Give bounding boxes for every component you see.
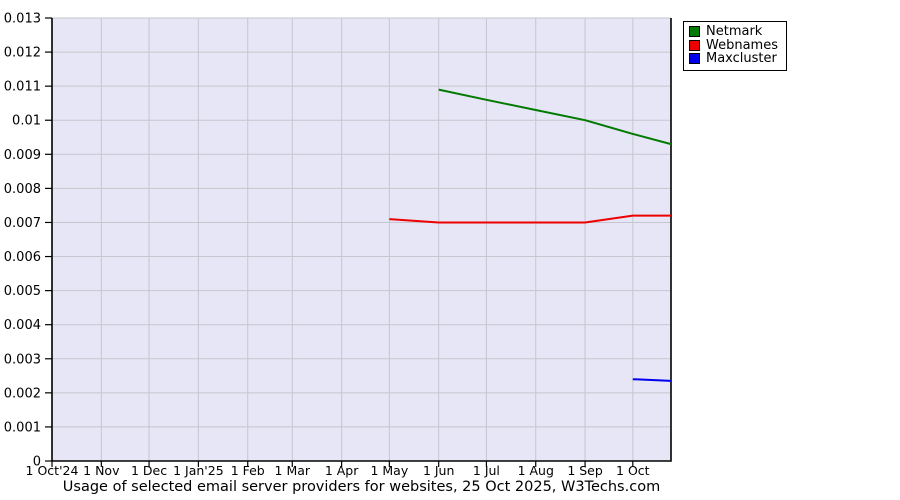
y-tick-label: 0.012 xyxy=(4,46,41,61)
maxcluster-swatch-icon xyxy=(689,53,700,65)
x-tick-label: 1 Nov xyxy=(83,463,120,478)
plot-area xyxy=(52,18,671,461)
y-tick-label: 0.005 xyxy=(4,284,41,299)
y-tick-label: 0.013 xyxy=(4,12,41,27)
y-tick-label: 0 xyxy=(33,455,41,470)
x-tick-label: 1 Jan'25 xyxy=(173,463,224,478)
legend-item-netmark: Netmark xyxy=(689,25,778,39)
x-tick-label: 1 Oct'24 xyxy=(26,463,79,478)
netmark-swatch-icon xyxy=(689,26,700,38)
x-tick-label: 1 Apr xyxy=(325,463,359,478)
legend-label-netmark: Netmark xyxy=(706,24,763,40)
legend-item-maxcluster: Maxcluster xyxy=(689,52,778,66)
axis-border xyxy=(51,18,672,462)
x-tick-label: 1 Jul xyxy=(473,463,500,478)
webnames-swatch-icon xyxy=(689,39,700,51)
series-line-webnames xyxy=(389,214,671,224)
x-tick-label: 1 Sep xyxy=(567,463,603,478)
legend-item-webnames: Webnames xyxy=(689,39,778,53)
gridlines xyxy=(52,17,671,461)
y-tick-label: 0.001 xyxy=(4,420,41,435)
x-tick-label: 1 Aug xyxy=(518,463,554,478)
series-line-netmark xyxy=(438,88,672,146)
series-line-maxcluster xyxy=(632,378,672,382)
x-tick-label: 1 Feb xyxy=(231,463,265,478)
y-tick-label: 0.009 xyxy=(4,148,41,163)
y-tick-label: 0.006 xyxy=(4,250,41,265)
legend-box: Netmark Webnames Maxcluster xyxy=(683,21,787,71)
y-tick-label: 0.007 xyxy=(4,216,41,231)
y-axis-labels: 0 0.001 0.002 0.003 0.004 0.005 0.006 0.007 0.00… xyxy=(4,12,41,470)
y-tick-label: 0.004 xyxy=(4,318,41,333)
x-tick-label: 1 Mar xyxy=(275,463,311,478)
x-tick-label: 1 Jun xyxy=(423,463,454,478)
y-tick-label: 0.003 xyxy=(4,352,41,367)
y-tick-label: 0.008 xyxy=(4,182,41,197)
x-tick-label: 1 May xyxy=(370,463,408,478)
legend-label-maxcluster: Maxcluster xyxy=(706,51,777,67)
tick-marks xyxy=(45,17,634,467)
x-axis-labels: 1 Oct'24 1 Nov 1 Dec 1 Jan'25 1 Feb 1 Mar 1 Ap… xyxy=(26,463,650,478)
legend-label-webnames: Webnames xyxy=(706,37,778,53)
x-tick-label: 1 Oct xyxy=(616,463,650,478)
y-tick-label: 0.011 xyxy=(4,80,41,95)
x-tick-label: 1 Dec xyxy=(131,463,167,478)
y-tick-label: 0.01 xyxy=(12,114,41,129)
y-tick-label: 0.002 xyxy=(4,386,41,401)
chart-caption: Usage of selected email server providers… xyxy=(62,479,661,495)
